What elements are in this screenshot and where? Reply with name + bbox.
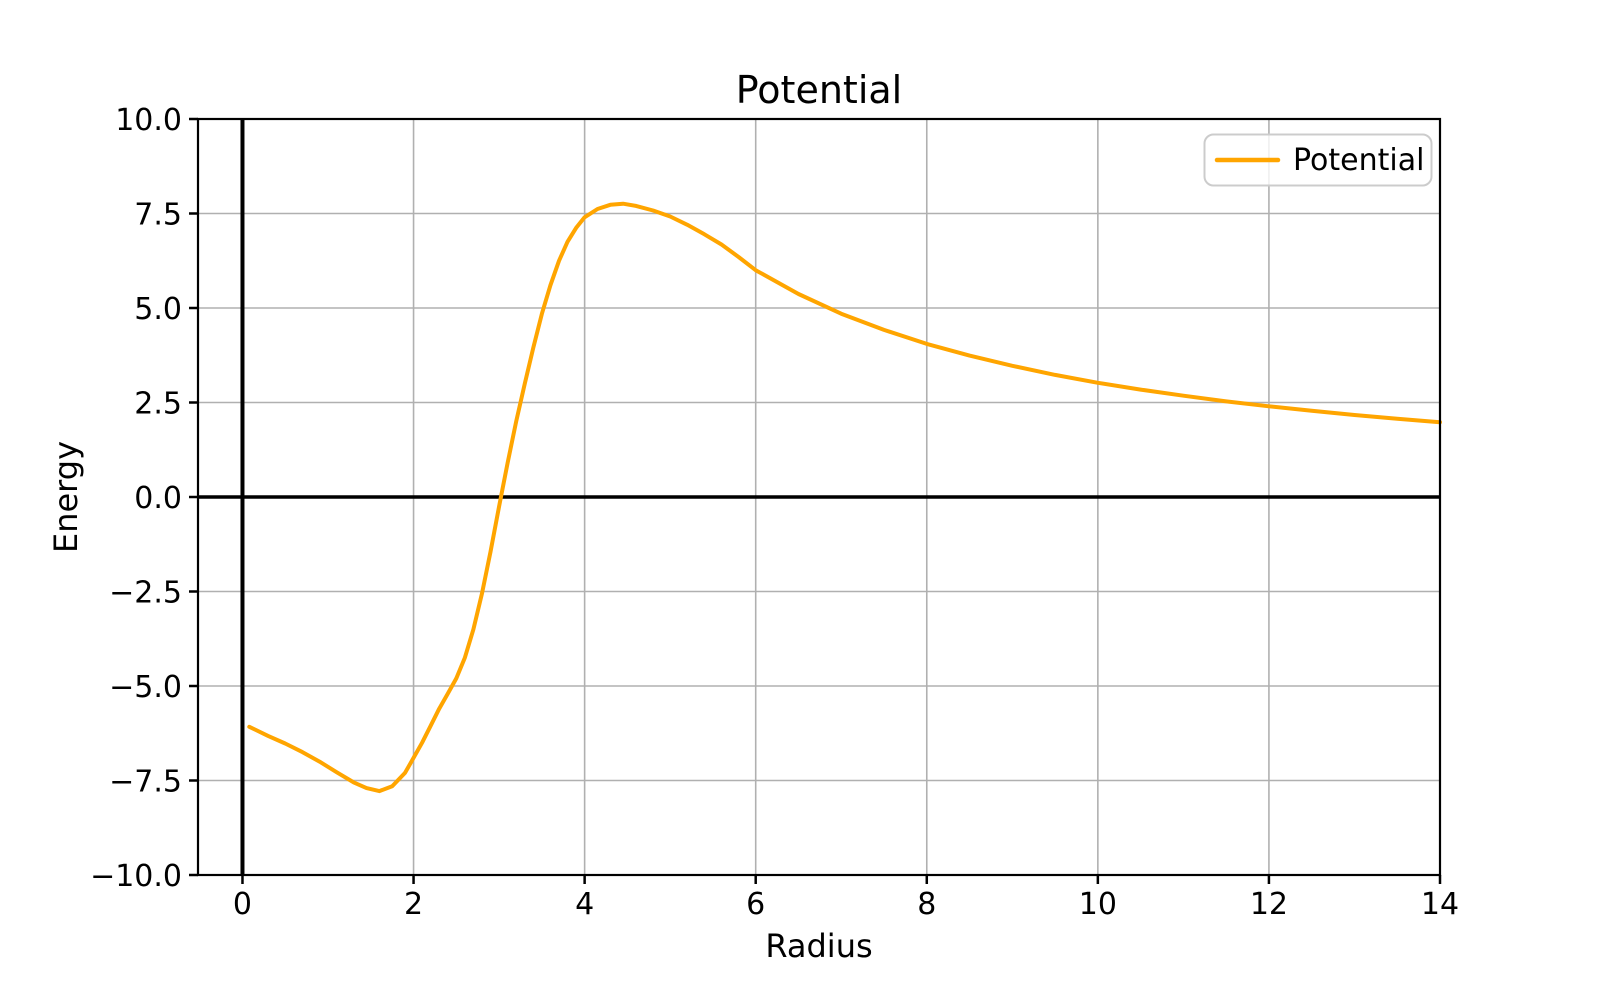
legend-entry-label: Potential [1293,143,1424,178]
x-tick-label: 12 [1250,887,1288,922]
x-tick-label: 14 [1421,887,1459,922]
y-tick-label: −2.5 [109,576,182,611]
y-tick-label: −5.0 [109,670,182,705]
curve-series [247,201,1442,794]
y-axis-label: Energy [47,441,85,553]
y-tick-label: 2.5 [134,387,182,422]
reference-lines [198,119,1440,875]
chart-title: Potential [736,68,902,112]
y-tick-label: −10.0 [90,859,182,894]
x-axis-label: Radius [765,927,872,965]
x-tick-label: 4 [575,887,594,922]
x-tick-label: 10 [1079,887,1117,922]
axis-ticks: 0 2 4 6 8 10 12 14 −10.0 −7.5 −5.0 −2.5 0.0 2.5 5.0 7.5… [90,103,1459,922]
y-tick-label: −7.5 [109,765,182,800]
x-tick-label: 2 [404,887,423,922]
legend: Potential [1203,133,1433,187]
x-tick-label: 8 [917,887,936,922]
y-tick-label: 7.5 [134,198,182,233]
legend-box [1203,133,1433,187]
x-tick-label: 0 [233,887,252,922]
y-tick-label: 0.0 [134,481,182,516]
potential-curve [247,201,1442,794]
x-tick-label: 6 [746,887,765,922]
y-tick-label: 10.0 [115,103,182,138]
y-tick-label: 5.0 [134,292,182,327]
